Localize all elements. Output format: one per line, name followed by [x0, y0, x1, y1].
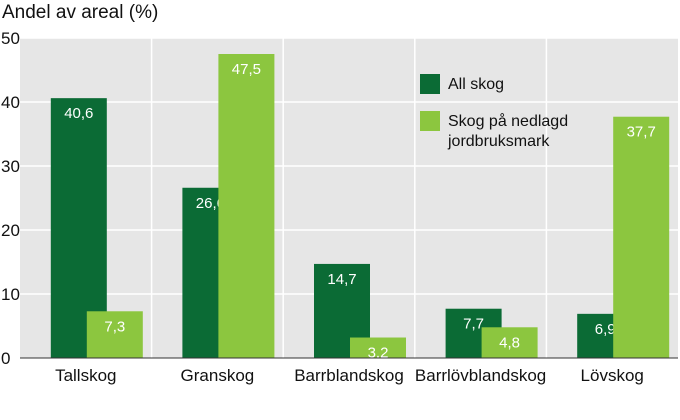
- bar-value-label: 47,5: [232, 61, 261, 78]
- y-tick-label: 10: [1, 285, 20, 304]
- bar: [613, 116, 670, 358]
- bar: [481, 327, 538, 358]
- bars: 40,6 7,3 26,6 47,5 14,7 3,2 7,7 4,8 6,9 37,7: [50, 54, 670, 362]
- axes: 0 10 20 30 40 50 Tallskog Granskog Barrblandskog…: [1, 29, 678, 385]
- y-tick-label: 50: [1, 29, 20, 48]
- bar-value-label: 14,7: [327, 271, 356, 288]
- bar-value-label: 37,7: [627, 124, 656, 141]
- bar-value-label: 7,7: [463, 316, 484, 333]
- legend-swatch: [420, 74, 440, 94]
- y-tick-label: 0: [1, 349, 10, 368]
- y-axis-label: Andel av areal (%): [2, 2, 159, 23]
- x-tick-label: Tallskog: [55, 366, 116, 385]
- x-tick-label: Granskog: [181, 366, 255, 385]
- legend-swatch: [420, 111, 440, 131]
- y-tick-label: 30: [1, 157, 20, 176]
- legend-label: All skog: [448, 76, 504, 93]
- y-tick-label: 20: [1, 221, 20, 240]
- x-tick-label: Barrblandskog: [294, 366, 404, 385]
- bar: [218, 54, 275, 358]
- bar-value-label: 3,2: [368, 345, 389, 362]
- x-tick-label: Barrlövblandskog: [415, 366, 546, 385]
- bar-value-label: 6,9: [595, 321, 616, 338]
- bar: [350, 337, 406, 358]
- bar-value-label: 4,8: [499, 334, 520, 351]
- x-tick-label: Lövskog: [581, 366, 644, 385]
- bar-value-label: 40,6: [64, 105, 93, 122]
- bar-value-label: 7,3: [104, 318, 125, 335]
- legend-label: Skog på nedlagd jordbruksmark: [447, 112, 568, 150]
- legend: All skog Skog på nedlagd jordbruksmark: [420, 74, 568, 150]
- bar-value-label: 26,6: [196, 195, 225, 212]
- y-tick-label: 40: [1, 93, 20, 112]
- bar: [86, 311, 143, 358]
